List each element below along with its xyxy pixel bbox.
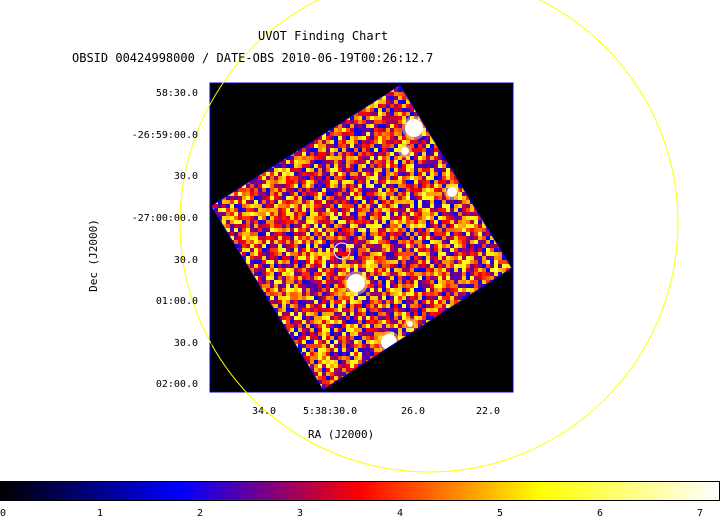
x-tick-label: 22.0 [476, 406, 501, 417]
y-tick-label: 30.0 [173, 338, 198, 349]
field-of-view-circle [179, 0, 679, 473]
x-tick-label: 5:38:30.0 [303, 406, 358, 417]
bright-source [401, 147, 409, 155]
y-tick-label: 02:00.0 [155, 379, 198, 390]
colorbar-tick-label: 3 [297, 508, 304, 519]
colorbar-tick-label: 6 [597, 508, 604, 519]
colorbar-tick-label: 5 [497, 508, 504, 519]
colorbar [0, 481, 720, 501]
colorbar-tick-label: 2 [197, 508, 204, 519]
bright-source [447, 187, 457, 197]
y-tick-label: 01:00.0 [155, 296, 198, 307]
y-tick-label: 58:30.0 [155, 88, 198, 99]
colorbar-tick-label: 7 [697, 508, 704, 519]
y-tick-label: 30.0 [173, 255, 198, 266]
tick-marks [210, 93, 489, 392]
chart-title: UVOT Finding Chart [258, 29, 389, 43]
target-circle [333, 242, 351, 260]
y-tick-label: -26:59:00.0 [131, 130, 198, 141]
y-tick-label: -27:00:00.0 [131, 213, 198, 224]
colorbar-tick-label: 4 [397, 508, 404, 519]
bright-source [347, 274, 365, 292]
colorbar-tick-label: 1 [97, 508, 104, 519]
x-tick-label: 34.0 [252, 406, 277, 417]
image-footprint [210, 84, 513, 391]
y-axis-label: Dec (J2000) [86, 219, 100, 292]
colorbar-tick-label: 0 [0, 508, 7, 519]
bright-source [405, 119, 423, 137]
x-tick-label: 26.0 [401, 406, 426, 417]
x-axis-label: RA (J2000) [308, 428, 375, 441]
bright-source [407, 321, 413, 327]
y-tick-label: 30.0 [173, 171, 198, 182]
chart-subtitle: OBSID 00424998000 / DATE-OBS 2010-06-19T… [72, 51, 434, 65]
